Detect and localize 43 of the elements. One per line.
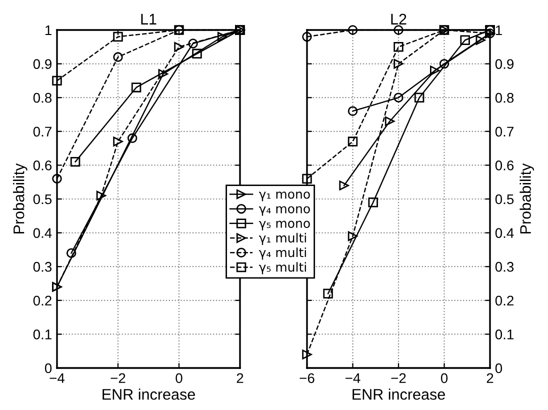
y-tick-label: 0.5 bbox=[33, 194, 52, 204]
y-tick-label: 0.4 bbox=[33, 228, 52, 238]
x-tick-label: 0 bbox=[440, 373, 448, 384]
x-tick-label: 2 bbox=[236, 373, 244, 383]
y-tick-label: 0.3 bbox=[33, 262, 52, 272]
y-tick-label: 0.9 bbox=[33, 59, 52, 69]
y-tick-label: 0.6 bbox=[33, 160, 52, 170]
chart-title: L2 bbox=[391, 14, 406, 24]
y-axis-title: Probability bbox=[520, 163, 534, 234]
legend-label: γ₅ multi bbox=[259, 262, 306, 274]
x-tick-label: −2 bbox=[391, 373, 406, 383]
y-tick-label: 0.8 bbox=[33, 92, 52, 103]
y-tick-label: 0.9 bbox=[495, 59, 514, 69]
x-axis-title: ENR increase bbox=[102, 388, 195, 400]
x-tick-label: −4 bbox=[50, 373, 65, 383]
y-tick-label: 0.8 bbox=[495, 92, 514, 103]
y-tick-label: 0.2 bbox=[33, 296, 52, 306]
x-tick-label: 2 bbox=[486, 373, 494, 383]
legend-label: γ₁ multi bbox=[259, 232, 306, 245]
x-tick-label: −6 bbox=[300, 373, 314, 384]
y-tick-label: 0.7 bbox=[33, 126, 52, 137]
legend-label: γ₅ mono bbox=[259, 220, 310, 230]
y-tick-label: 0.4 bbox=[495, 228, 514, 238]
x-tick-label: −4 bbox=[346, 373, 360, 383]
y-tick-label: 0.2 bbox=[495, 296, 514, 306]
y-axis-title: Probability bbox=[13, 163, 28, 234]
legend-label: γ₄ multi bbox=[259, 248, 306, 260]
y-tick-label: 0 bbox=[495, 363, 502, 374]
y-tick-label: 0.3 bbox=[495, 262, 514, 272]
y-tick-label: 0 bbox=[44, 363, 52, 374]
y-tick-label: 1 bbox=[45, 25, 52, 36]
y-tick-label: 0.6 bbox=[495, 160, 514, 170]
legend-label: γ₁ mono bbox=[259, 192, 310, 202]
x-tick-label: −2 bbox=[110, 373, 126, 383]
y-tick-label: 0.5 bbox=[495, 194, 514, 204]
legend-label: γ₄ mono bbox=[259, 206, 310, 216]
x-tick-label: 0 bbox=[176, 373, 182, 384]
chart-title: L1 bbox=[141, 14, 156, 24]
y-tick-label: 0.7 bbox=[495, 126, 514, 137]
y-tick-label: 0.1 bbox=[33, 330, 52, 340]
y-tick-label: 0.1 bbox=[495, 330, 514, 340]
y-tick-label: 1 bbox=[496, 25, 502, 36]
x-axis-title: ENR increase bbox=[352, 388, 445, 400]
